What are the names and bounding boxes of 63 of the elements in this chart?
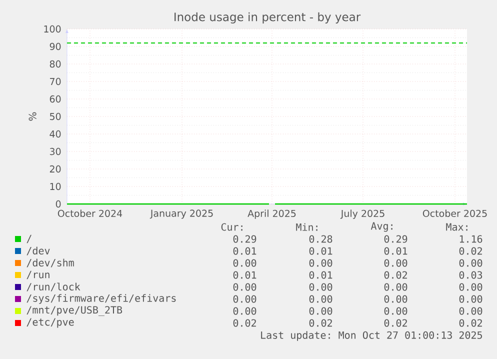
text: 0.01 — [233, 247, 256, 255]
text: Max: — [446, 223, 468, 231]
text: 0.02 — [309, 319, 332, 327]
text: 0.00 — [309, 259, 332, 267]
text: 0.00 — [459, 259, 482, 267]
text: 1.16 — [460, 235, 482, 243]
text: 0.01 — [309, 247, 332, 255]
text: 0.03 — [459, 271, 482, 279]
y-tick-label: 70 — [50, 78, 61, 86]
y-tick-label: 40 — [50, 130, 61, 138]
y-tick-label: 20 — [50, 165, 61, 173]
text: 0.00 — [384, 307, 408, 315]
y-tick-label: 50 — [50, 112, 61, 120]
text: 0.00 — [233, 259, 256, 267]
text: 0.00 — [309, 295, 332, 303]
legend-label: /etc/pve — [26, 318, 74, 328]
y-tick-label: 90 — [50, 42, 61, 50]
text: 0.00 — [233, 307, 256, 315]
x-tick-label: January 2025 — [150, 210, 213, 219]
y-tick-label: 80 — [50, 60, 61, 68]
text: Last update: Mon Oct 27 01:00:13 2025 — [261, 331, 482, 341]
text: 0.00 — [233, 295, 256, 303]
legend-label: /sys/firmware/efi/efivars — [26, 294, 176, 304]
text: 0.00 — [384, 295, 408, 303]
legend-label: /run/lock — [26, 282, 80, 292]
y-tick-label: 0 — [56, 200, 61, 208]
text: 0.00 — [309, 307, 332, 315]
text: 0.02 — [384, 319, 407, 327]
chart-title: Inode usage in percent - by year — [174, 12, 361, 24]
text: 0.00 — [459, 283, 482, 291]
text: 0.00 — [309, 283, 332, 291]
text: 0.00 — [384, 259, 408, 267]
x-tick-label: October 2024 — [58, 210, 122, 218]
text: Min: — [296, 223, 318, 231]
text: Cur: — [221, 223, 242, 231]
text: 0.02 — [233, 319, 256, 327]
y-tick-label: 30 — [50, 148, 61, 156]
legend-label: /dev/shm — [26, 258, 74, 268]
y-axis-title: % — [28, 112, 36, 121]
text: 0.29 — [384, 235, 408, 243]
y-tick-label: 10 — [50, 182, 61, 190]
x-tick-label: July 2025 — [340, 210, 384, 219]
text: Avg: — [370, 222, 392, 232]
x-tick-label: October 2025 — [422, 210, 487, 218]
y-tick-label: 60 — [50, 95, 61, 103]
legend-label: /run — [26, 270, 50, 280]
text: 0.00 — [233, 283, 256, 291]
text: 0.29 — [233, 235, 256, 243]
legend-label: /dev — [26, 246, 50, 256]
text: 0.02 — [384, 271, 407, 279]
legend-label: /mnt/pve/USB_2TB — [26, 306, 122, 316]
x-tick-label: April 2025 — [248, 210, 296, 219]
legend-label: / — [26, 234, 32, 244]
text: 0.00 — [459, 307, 482, 315]
text: 0.00 — [459, 295, 482, 303]
text: 0.28 — [309, 235, 332, 243]
y-tick-label: 100 — [44, 25, 61, 33]
text: 0.02 — [459, 319, 482, 327]
text: 0.01 — [309, 271, 332, 279]
text: 0.00 — [384, 283, 408, 291]
text: 0.01 — [384, 247, 408, 255]
text: 0.02 — [459, 247, 482, 255]
text: 0.01 — [233, 271, 256, 279]
